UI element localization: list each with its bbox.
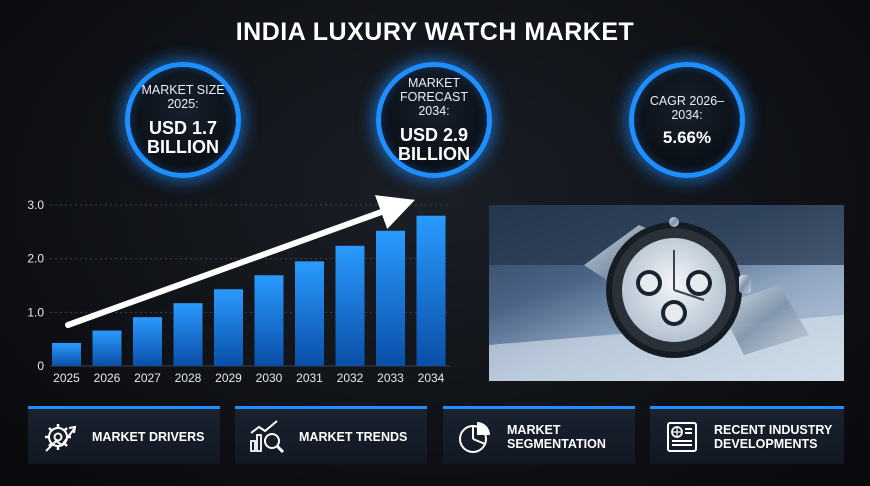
x-tick-label: 2025 [53,371,80,385]
card-market-drivers[interactable]: MARKET DRIVERS [28,406,220,464]
bar-chart: 0 1.0 2.0 3.0 2025 2026 2027 2028 2029 2030 2031 20… [27,195,450,385]
stat-cagr: CAGR 2026–2034: 5.66% [629,62,745,178]
y-tick-label: 1.0 [27,305,44,319]
x-tick-label: 2032 [337,371,364,385]
x-tick-label: 2033 [377,371,404,385]
card-label-line: MARKET DRIVERS [92,429,205,444]
stat-market-forecast: MARKET FORECAST 2034: USD 2.9 BILLION [376,62,492,178]
bar-2025 [52,342,81,366]
card-label-line: DEVELOPMENTS [714,436,818,451]
bar-2034 [416,215,446,366]
x-tick-label: 2028 [175,371,202,385]
card-label-line: MARKET [507,422,561,437]
y-tick-label: 0 [37,359,44,373]
card-label-line: RECENT INDUSTRY [714,422,833,437]
x-tick-label: 2034 [418,371,445,385]
bar-2026 [92,330,122,366]
bar-2027 [133,317,162,366]
card-label: MARKET TRENDS [299,430,407,444]
newspaper-icon [667,421,697,452]
gear-growth-icon [45,423,77,452]
bar-2029 [214,289,243,366]
stat-value: USD 2.9 BILLION [398,125,470,164]
stat-label: MARKET SIZE 2025: [141,83,225,111]
bar-2028 [173,303,203,366]
card-label: MARKET SEGMENTATION [507,423,606,451]
y-tick-label: 3.0 [27,198,44,212]
card-label-line: MARKET TRENDS [299,429,408,444]
stat-value: USD 1.7 BILLION [147,118,219,157]
trend-magnifier-icon [250,419,285,453]
pie-chart-icon [459,421,490,453]
bar-2031 [295,261,324,366]
trend-arrow [65,195,415,328]
stat-value: 5.66% [662,127,712,147]
card-label-line: SEGMENTATION [507,436,606,451]
x-tick-label: 2027 [134,371,161,385]
stat-market-size: MARKET SIZE 2025: USD 1.7 BILLION [125,62,241,178]
x-tick-label: 2029 [215,371,242,385]
stat-label: CAGR 2026–2034: [649,93,725,122]
stat-label: MARKET FORECAST 2034: [399,76,469,118]
x-tick-label: 2030 [256,371,283,385]
x-tick-label: 2026 [94,371,121,385]
bar-2033 [376,230,405,366]
x-tick-label: 2031 [296,371,323,385]
card-recent-developments[interactable]: RECENT INDUSTRY DEVELOPMENTS [650,406,844,464]
watch-illustration [489,205,844,381]
page-title: INDIA LUXURY WATCH MARKET [235,18,635,46]
card-label: MARKET DRIVERS [92,430,205,444]
card-market-segmentation[interactable]: MARKET SEGMENTATION [443,406,635,464]
card-market-trends[interactable]: MARKET TRENDS [235,406,427,464]
card-label: RECENT INDUSTRY DEVELOPMENTS [714,423,832,451]
y-tick-label: 2.0 [27,252,44,266]
watch-photo [489,205,844,381]
bar-2032 [335,245,365,366]
bar-2030 [254,275,284,366]
